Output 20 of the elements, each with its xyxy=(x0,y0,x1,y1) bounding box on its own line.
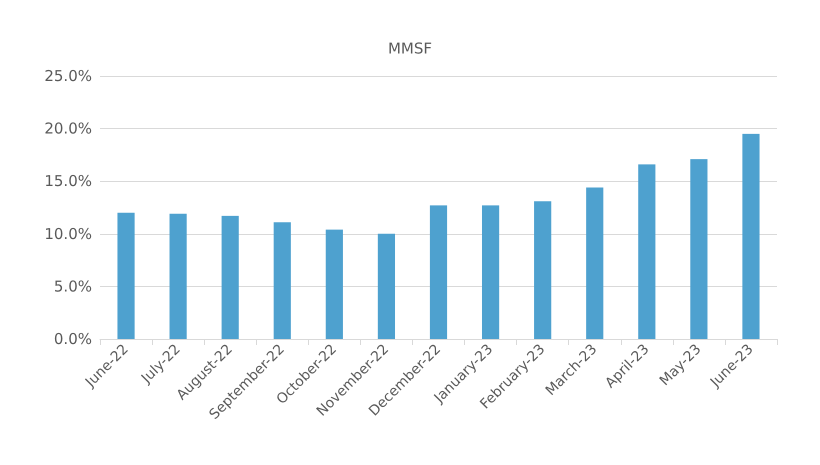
bar xyxy=(638,164,656,339)
bar xyxy=(378,234,396,339)
bar xyxy=(274,222,291,339)
y-tick-label: 15.0% xyxy=(44,172,92,190)
bar xyxy=(222,216,239,339)
bar xyxy=(586,188,604,339)
bar xyxy=(430,205,448,339)
chart-title: MMSF xyxy=(388,40,432,58)
y-tick-label: 0.0% xyxy=(54,330,92,348)
bar xyxy=(326,230,343,339)
bar xyxy=(690,159,708,339)
bar xyxy=(534,201,552,339)
bar xyxy=(482,205,500,339)
bar xyxy=(170,214,187,339)
bar xyxy=(117,212,135,339)
y-tick-label: 5.0% xyxy=(54,277,92,296)
bar xyxy=(742,134,760,339)
y-tick-label: 10.0% xyxy=(44,224,92,243)
y-tick-label: 20.0% xyxy=(44,120,92,138)
y-tick-label: 25.0% xyxy=(44,67,92,85)
